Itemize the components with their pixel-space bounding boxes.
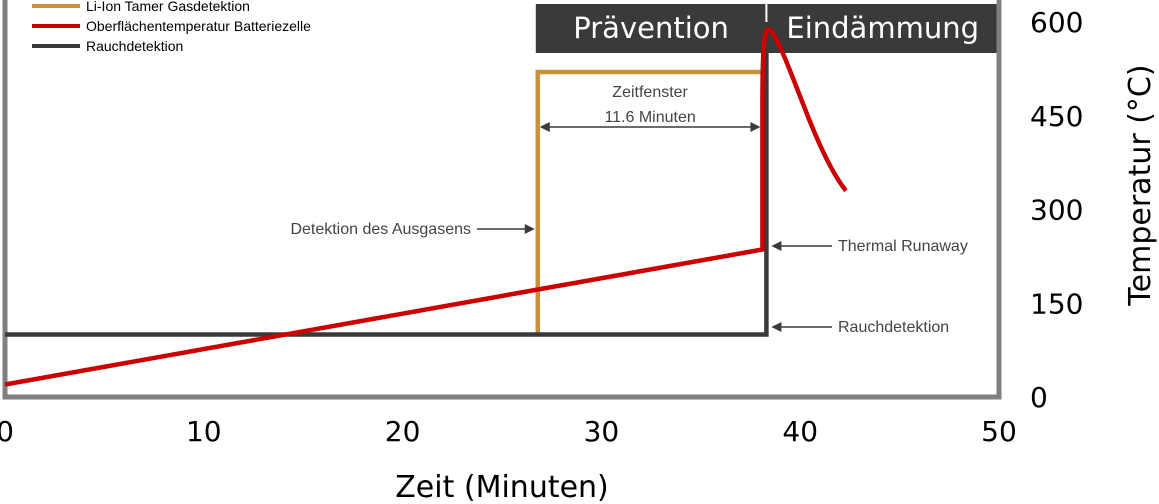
x-tick-label: 0 xyxy=(0,415,14,448)
phase-banner-pravention xyxy=(535,4,767,53)
window-arrow-head-right xyxy=(750,122,761,132)
series-line-2 xyxy=(5,22,769,337)
phase-label-pravention: Prävention xyxy=(573,11,729,45)
smoke-arrow-head xyxy=(771,322,782,332)
window-arrow-head-left xyxy=(539,122,550,132)
legend-label: Oberflächentemperatur Batteriezelle xyxy=(86,18,311,34)
legend-label: Li-Ion Tamer Gasdetektion xyxy=(86,0,250,14)
x-tick-label: 30 xyxy=(584,415,620,448)
x-tick-label: 40 xyxy=(782,415,818,448)
outgassing-arrow-head xyxy=(524,224,535,234)
y-tick-label: 150 xyxy=(1030,287,1083,320)
series-layer xyxy=(4,22,848,387)
x-tick-label: 50 xyxy=(981,415,1017,448)
plot-frame xyxy=(2,0,1002,400)
y-tick-label: 0 xyxy=(1030,381,1048,414)
y-tick-label: 600 xyxy=(1030,6,1083,39)
x-axis-title: Zeit (Minuten) xyxy=(395,470,609,504)
legend-label: Rauchdetektion xyxy=(86,38,183,54)
y-axis-ticks: 0 150 300 450 600 xyxy=(1030,6,1083,414)
series-line-1 xyxy=(4,27,848,387)
x-axis-ticks: 0 10 20 30 40 50 xyxy=(0,415,1017,448)
phase-label-eindammung: Eindämmung xyxy=(786,11,979,45)
annotation-layer: Zeitfenster 11.6 Minuten Detektion des A… xyxy=(290,84,967,336)
annotation-smoke-label: Rauchdetektion xyxy=(838,319,949,336)
window-label-line2: 11.6 Minuten xyxy=(604,109,695,126)
phase-banner-eindammung xyxy=(766,4,999,53)
y-tick-label: 450 xyxy=(1030,100,1083,133)
runaway-arrow-head xyxy=(771,241,782,251)
window-label-line1: Zeitfenster xyxy=(612,84,688,101)
annotation-thermal-runaway-label: Thermal Runaway xyxy=(838,238,968,255)
x-tick-label: 20 xyxy=(385,415,421,448)
y-axis-title: Temperatur (°C) xyxy=(1123,64,1158,306)
y-tick-label: 300 xyxy=(1030,194,1083,227)
x-tick-label: 10 xyxy=(186,415,222,448)
annotation-outgassing-label: Detektion des Ausgasens xyxy=(290,221,471,238)
legend: Li-Ion Tamer Gasdetektion Oberflächentemp… xyxy=(32,0,311,54)
series-line-0 xyxy=(535,69,769,335)
